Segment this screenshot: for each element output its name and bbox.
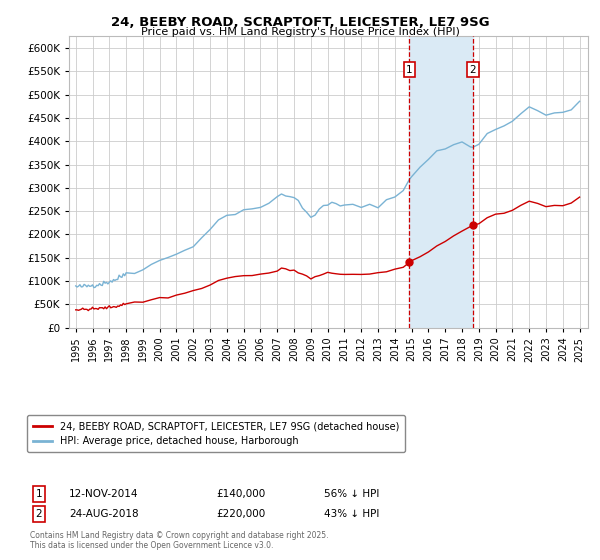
Text: 43% ↓ HPI: 43% ↓ HPI: [324, 509, 379, 519]
Text: 2: 2: [469, 65, 476, 75]
Text: 12-NOV-2014: 12-NOV-2014: [69, 489, 139, 499]
Text: 24-AUG-2018: 24-AUG-2018: [69, 509, 139, 519]
Text: 56% ↓ HPI: 56% ↓ HPI: [324, 489, 379, 499]
Text: 24, BEEBY ROAD, SCRAPTOFT, LEICESTER, LE7 9SG: 24, BEEBY ROAD, SCRAPTOFT, LEICESTER, LE…: [110, 16, 490, 29]
Text: Contains HM Land Registry data © Crown copyright and database right 2025.
This d: Contains HM Land Registry data © Crown c…: [30, 530, 329, 550]
Text: 1: 1: [406, 65, 413, 75]
Text: £140,000: £140,000: [216, 489, 265, 499]
Text: £220,000: £220,000: [216, 509, 265, 519]
Text: Price paid vs. HM Land Registry's House Price Index (HPI): Price paid vs. HM Land Registry's House …: [140, 27, 460, 37]
Text: 1: 1: [35, 489, 43, 499]
Legend: 24, BEEBY ROAD, SCRAPTOFT, LEICESTER, LE7 9SG (detached house), HPI: Average pri: 24, BEEBY ROAD, SCRAPTOFT, LEICESTER, LE…: [27, 416, 406, 452]
Text: 2: 2: [35, 509, 43, 519]
Bar: [409, 36, 473, 328]
